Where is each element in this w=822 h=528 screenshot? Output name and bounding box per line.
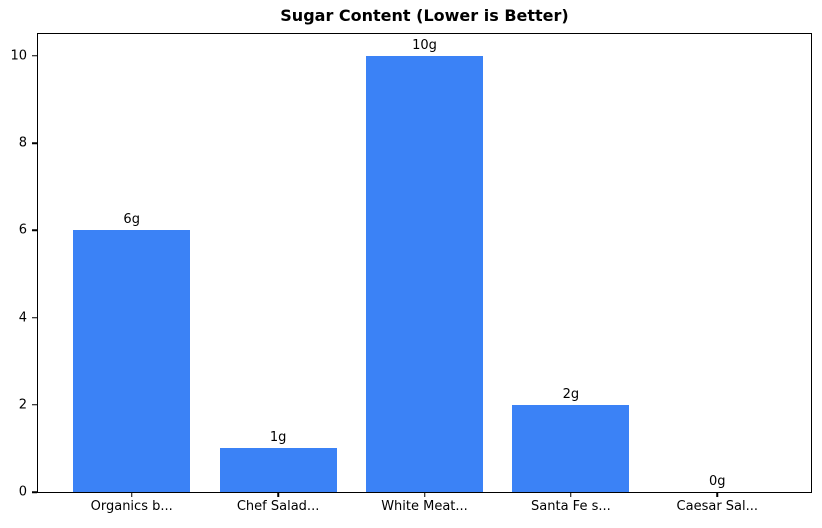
x-tick-mark bbox=[423, 492, 426, 497]
chart-title: Sugar Content (Lower is Better) bbox=[280, 6, 569, 25]
bar-value-label: 6g bbox=[123, 212, 140, 228]
x-tick-label: White Meat... bbox=[381, 499, 468, 514]
x-tick-label: Organics b... bbox=[90, 499, 173, 514]
bar-value-label: 10g bbox=[412, 37, 437, 53]
bar bbox=[512, 404, 630, 492]
y-tick-label: 0 bbox=[18, 484, 27, 500]
y-tick-mark bbox=[31, 142, 37, 144]
y-tick-mark bbox=[31, 316, 37, 319]
y-tick-mark bbox=[31, 55, 37, 57]
y-tick-label: 6 bbox=[18, 222, 27, 238]
x-tick-label: Chef Salad... bbox=[236, 499, 320, 514]
y-tick-label: 2 bbox=[18, 397, 27, 413]
y-tick-label: 4 bbox=[18, 310, 27, 326]
x-tick-mark bbox=[716, 492, 719, 497]
x-tick-mark bbox=[130, 492, 133, 497]
bar bbox=[219, 448, 337, 492]
bar-value-label: 2g bbox=[562, 386, 580, 402]
y-tick-mark bbox=[31, 404, 37, 406]
y-tick-label: 8 bbox=[18, 135, 27, 151]
x-tick-mark bbox=[277, 492, 279, 497]
x-tick-label: Caesar Sal... bbox=[676, 499, 759, 514]
bar bbox=[365, 55, 484, 492]
bar-value-label: 0g bbox=[709, 474, 726, 489]
y-tick-label: 10 bbox=[10, 48, 27, 64]
x-tick-label: Santa Fe s... bbox=[531, 499, 611, 514]
bar-value-label: 1g bbox=[269, 430, 287, 446]
x-tick-mark bbox=[570, 492, 572, 497]
bar bbox=[73, 230, 191, 492]
y-tick-mark bbox=[31, 229, 37, 232]
plot-area: 0 2 4 6 8 10 6g Organics b... 1g Chef Salad... 10g… bbox=[10, 33, 812, 513]
y-tick-mark bbox=[31, 491, 37, 493]
